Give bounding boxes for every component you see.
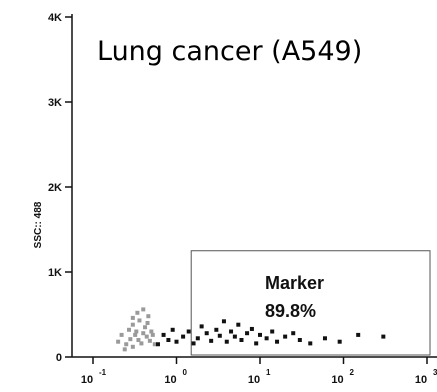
plot-frame	[71, 14, 437, 358]
scatter-point	[283, 334, 288, 339]
scatter-point	[174, 339, 179, 344]
scatter-point	[130, 315, 135, 320]
scatter-point	[141, 331, 146, 336]
scatter-point	[127, 327, 132, 332]
scatter-point	[134, 329, 139, 334]
x-ticks: 10 -1 10 0 10 1 10 2 10 3	[81, 357, 437, 386]
y-tick-label: 4K	[48, 12, 62, 24]
scatter-point	[381, 334, 386, 339]
y-axis-label: SSC:: 488	[33, 201, 44, 248]
x-tick-label: 10	[331, 374, 343, 386]
scatter-point	[275, 339, 280, 344]
scatter-point	[150, 332, 155, 337]
y-tick-label: 2K	[48, 182, 62, 194]
scatter-point	[270, 329, 275, 334]
scatter-point	[224, 339, 229, 344]
x-tick-label: 10	[81, 374, 93, 386]
scatter-point	[214, 327, 219, 332]
gate-label: Marker	[265, 273, 324, 293]
scatter-point	[191, 341, 196, 346]
scatter-point	[124, 342, 129, 347]
scatter-point	[181, 334, 186, 339]
scatter-point	[186, 329, 191, 334]
scatter-point	[141, 307, 146, 312]
scatter-point	[170, 327, 175, 332]
scatter-point	[135, 310, 140, 315]
scatter-point	[297, 338, 302, 342]
scatter-point	[308, 341, 313, 346]
scatter-point	[166, 338, 171, 342]
scatter-point	[221, 319, 226, 324]
scatter-point	[337, 339, 342, 344]
scatter-point	[322, 336, 327, 341]
scatter-point	[136, 338, 141, 342]
scatter-point	[291, 331, 296, 336]
marker-gate	[190, 250, 431, 356]
x-tick-exponent: 0	[183, 368, 188, 377]
scatter-point	[130, 322, 135, 327]
scatter-point	[258, 332, 262, 337]
scatter-point	[130, 344, 135, 349]
x-tick-exponent: 1	[266, 368, 271, 377]
x-tick-label: 10	[415, 374, 427, 386]
scatter-point	[209, 338, 214, 343]
x-tick-exponent: 2	[350, 368, 355, 377]
scatter-point	[139, 341, 144, 346]
scatter-point	[143, 325, 148, 330]
scatter-point	[149, 329, 154, 334]
scatter-point	[137, 318, 142, 323]
scatter-point	[152, 342, 157, 347]
x-tick-label: 10	[164, 374, 176, 386]
scatter-point	[217, 333, 222, 338]
y-ticks: 0 1K 2K 3K 4K	[48, 12, 72, 364]
scatter-point	[146, 314, 151, 319]
scatter-point	[147, 338, 152, 343]
scatter-point	[245, 331, 250, 336]
scatter-point	[236, 322, 241, 327]
scatter-point	[128, 337, 133, 342]
scatter-point	[161, 332, 166, 337]
scatter-point	[356, 332, 361, 337]
scatter-point	[195, 336, 200, 341]
scatter-point	[155, 342, 160, 347]
scatter-point	[232, 334, 237, 339]
scatter-point	[264, 336, 269, 341]
scatter-point	[249, 326, 254, 331]
scatter-point	[145, 321, 150, 325]
y-tick-label: 3K	[48, 97, 62, 109]
x-tick-exponent: -1	[99, 368, 107, 377]
scatter-point	[199, 324, 204, 329]
scatter-point	[116, 339, 121, 344]
scatter-point	[119, 332, 124, 337]
scatter-point	[133, 332, 138, 337]
y-tick-label: 1K	[48, 267, 62, 279]
scatter-point	[254, 341, 259, 346]
y-tick-label: 0	[56, 352, 62, 364]
data-points	[116, 307, 386, 352]
scatter-point	[144, 334, 149, 339]
scatter-point	[122, 347, 127, 352]
gate-percent: 89.8%	[265, 301, 316, 321]
x-tick-label: 10	[248, 374, 260, 386]
scatter-point	[229, 329, 234, 334]
x-tick-exponent: 3	[433, 368, 437, 377]
scatter-point	[239, 338, 244, 342]
scatter-point	[204, 331, 209, 336]
chart-title: Lung cancer (A549)	[97, 36, 362, 67]
